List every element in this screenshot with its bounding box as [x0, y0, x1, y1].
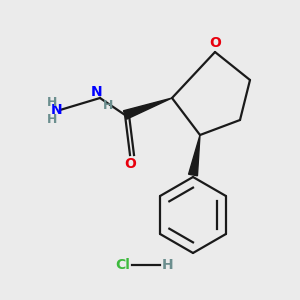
Polygon shape	[189, 135, 200, 176]
Text: H: H	[47, 113, 57, 126]
Text: H: H	[47, 96, 57, 109]
Text: N: N	[90, 85, 102, 99]
Text: H: H	[103, 99, 113, 112]
Text: N: N	[50, 103, 62, 117]
Text: H: H	[162, 258, 174, 272]
Text: Cl: Cl	[115, 258, 130, 272]
Polygon shape	[124, 98, 172, 119]
Text: O: O	[124, 157, 136, 171]
Text: O: O	[209, 36, 221, 50]
